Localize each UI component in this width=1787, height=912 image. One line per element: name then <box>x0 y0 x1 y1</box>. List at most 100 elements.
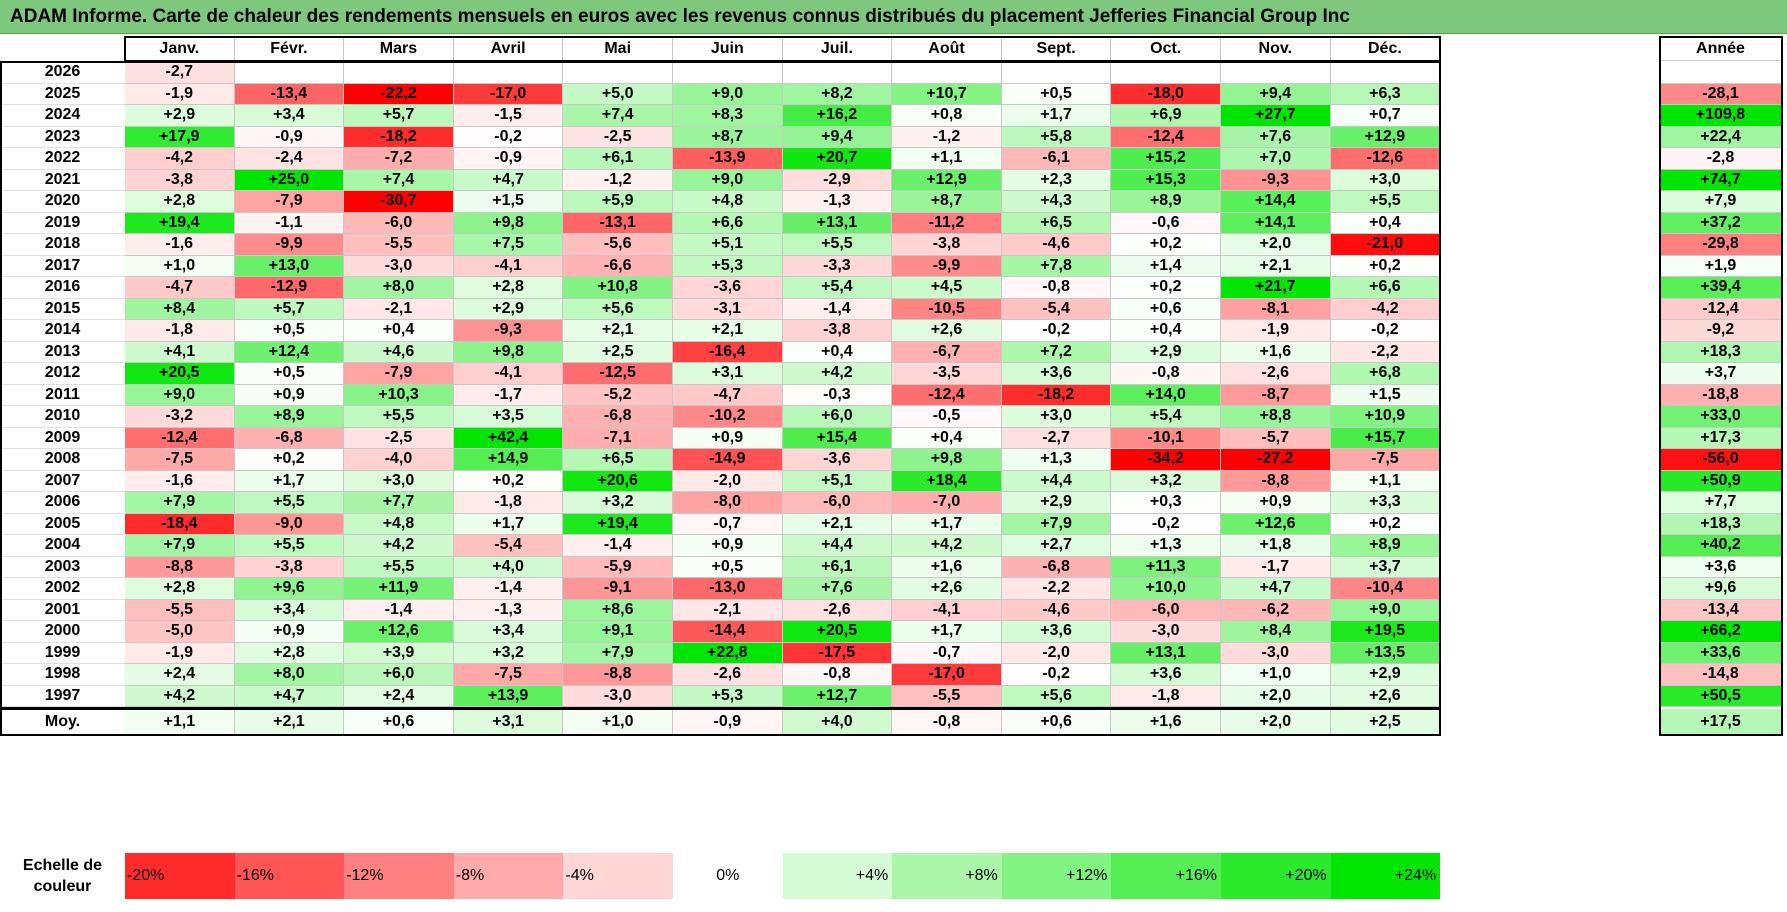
heatmap-cell: -2,5 <box>344 427 454 449</box>
heatmap-cell: +0,9 <box>673 427 783 449</box>
annual-cell: +39,4 <box>1660 277 1782 299</box>
average-cell: +1,0 <box>563 709 673 735</box>
heatmap-cell: +7,6 <box>1221 126 1331 148</box>
heatmap-cell: +5,5 <box>234 492 345 514</box>
heatmap-cell: +9,6 <box>234 578 345 600</box>
heatmap-cell: +4,8 <box>673 191 783 213</box>
heatmap-cell: +19,5 <box>1330 621 1441 643</box>
heatmap-cell: +0,2 <box>1330 513 1441 535</box>
heatmap-cell: -6,8 <box>563 406 673 428</box>
heatmap-cell: +9,1 <box>563 621 673 643</box>
heatmap-cell <box>453 62 564 84</box>
heatmap-cell: -5,5 <box>344 234 454 256</box>
scale-step: +12% <box>1001 853 1112 899</box>
heatmap-cell: -0,7 <box>892 642 1002 664</box>
heatmap-cell: +12,6 <box>344 621 454 643</box>
annual-cell: -12,4 <box>1660 298 1782 320</box>
heatmap-cell: +5,5 <box>344 556 454 578</box>
average-cell: +2,1 <box>234 709 345 735</box>
heatmap-cell: +2,1 <box>563 320 673 342</box>
heatmap-cell: -18,2 <box>1001 384 1112 406</box>
heatmap-cell: -5,5 <box>892 685 1002 707</box>
scale-step: +16% <box>1111 853 1221 899</box>
heatmap-cell: -13,1 <box>563 212 673 234</box>
year-label: 2025 <box>0 84 125 105</box>
heatmap-cell: +10,3 <box>344 384 454 406</box>
heatmap-cell: -8,8 <box>1221 470 1331 492</box>
heatmap-cell: -1,5 <box>453 105 564 127</box>
heatmap-cell: -10,2 <box>673 406 783 428</box>
heatmap-cell: -18,4 <box>125 513 235 535</box>
heatmap-cell: +0,2 <box>453 470 564 492</box>
heatmap-cell: -2,6 <box>673 664 783 686</box>
heatmap-cell: +13,9 <box>453 685 564 707</box>
heatmap-cell: +15,3 <box>1111 169 1221 191</box>
heatmap-cell: +3,5 <box>453 406 564 428</box>
heatmap-cell: +6,8 <box>1330 363 1441 385</box>
heatmap-cell <box>344 62 454 84</box>
heatmap-cell: +20,5 <box>125 363 235 385</box>
month-header: Mai <box>563 37 673 61</box>
heatmap-cell: +0,9 <box>673 535 783 557</box>
average-cell: -0,8 <box>892 709 1002 735</box>
heatmap-cell <box>782 62 893 84</box>
year-label: 2007 <box>0 471 125 492</box>
heatmap-cell: +4,7 <box>453 169 564 191</box>
month-header: Janv. <box>125 37 235 61</box>
heatmap-cell: +15,4 <box>782 427 893 449</box>
heatmap-cell: -1,9 <box>1221 320 1331 342</box>
average-cell: -0,9 <box>673 709 783 735</box>
heatmap-cell: +5,4 <box>782 277 893 299</box>
annual-cell: -18,8 <box>1660 384 1782 406</box>
year-label: 1998 <box>0 664 125 686</box>
heatmap-cell: -7,5 <box>1330 449 1441 471</box>
heatmap-cell: +5,7 <box>344 105 454 127</box>
heatmap-cell: +5,9 <box>563 191 673 213</box>
heatmap-cell: -27,2 <box>1221 449 1331 471</box>
annual-cell: +3,6 <box>1660 556 1782 578</box>
average-cell: +0,6 <box>1001 709 1112 735</box>
heatmap-cell: -2,2 <box>1330 341 1441 363</box>
heatmap-cell: +0,4 <box>892 427 1002 449</box>
heatmap-cell: +9,0 <box>1330 599 1441 621</box>
heatmap-cell: +8,6 <box>563 599 673 621</box>
heatmap-cell: +9,8 <box>892 449 1002 471</box>
heatmap-cell: +9,8 <box>453 212 564 234</box>
heatmap-cell: -14,4 <box>673 621 783 643</box>
heatmap-cell: -0,5 <box>892 406 1002 428</box>
heatmap-cell: -4,7 <box>673 384 783 406</box>
heatmap-cell: -12,4 <box>892 384 1002 406</box>
heatmap-cell: +20,5 <box>782 621 893 643</box>
scale-step: -8% <box>453 853 564 899</box>
average-annual-cell: +17,5 <box>1660 709 1782 735</box>
heatmap-cell: +0,3 <box>1111 492 1221 514</box>
heatmap-cell: +8,9 <box>234 406 345 428</box>
heatmap-cell: +3,2 <box>563 492 673 514</box>
heatmap-cell: -5,5 <box>125 599 235 621</box>
annual-cell: +109,8 <box>1660 105 1782 127</box>
month-header: Juil. <box>782 37 893 61</box>
heatmap-cell: +0,5 <box>234 320 345 342</box>
annual-cell <box>1660 62 1782 84</box>
heatmap-cell: +4,2 <box>125 685 235 707</box>
year-label: 2005 <box>0 514 125 535</box>
heatmap-cell: +9,4 <box>1221 83 1331 105</box>
heatmap-cell: +6,5 <box>1001 212 1112 234</box>
heatmap-cell: -1,6 <box>125 470 235 492</box>
heatmap-cell: +5,3 <box>673 685 783 707</box>
average-cell: +4,0 <box>782 709 893 735</box>
heatmap-cell: -9,1 <box>563 578 673 600</box>
heatmap-cell: +1,7 <box>234 470 345 492</box>
heatmap-cell: +4,6 <box>344 341 454 363</box>
heatmap-cell: +5,1 <box>782 470 893 492</box>
heatmap-cell: -5,9 <box>563 556 673 578</box>
annual-cell: +33,0 <box>1660 406 1782 428</box>
heatmap-cell: -1,8 <box>453 492 564 514</box>
heatmap-cell: +1,4 <box>1111 255 1221 277</box>
heatmap-cell: +1,1 <box>1330 470 1441 492</box>
heatmap-cell: -2,1 <box>673 599 783 621</box>
heatmap-cell: -0,7 <box>673 513 783 535</box>
heatmap-cell: -1,4 <box>782 298 893 320</box>
heatmap-cell: -0,2 <box>453 126 564 148</box>
year-label: 2015 <box>0 299 125 320</box>
